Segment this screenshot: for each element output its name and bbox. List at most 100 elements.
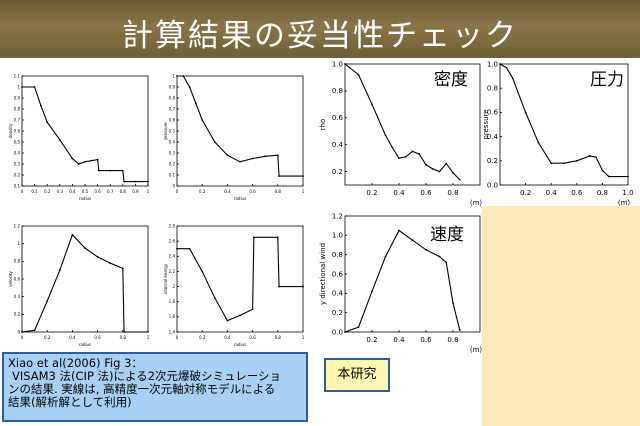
data-point (411, 150, 414, 153)
caption-line1: Xiao et al(2006) Fig 3： (8, 357, 143, 370)
x-tick-label: 0.4 (224, 335, 231, 340)
data-point (418, 153, 421, 155)
y-tick-label: 0.1 (169, 172, 176, 177)
y-axis-label: y directional wind (319, 243, 327, 305)
y-tick-label: 0.4 (14, 294, 21, 299)
x-tick-label: 0.6 (420, 189, 432, 197)
data-point (511, 77, 514, 80)
x-axis-label: radius (79, 196, 91, 201)
y-tick-label: 2.6 (169, 238, 176, 243)
x-tick-label: 0.6 (420, 336, 432, 344)
data-point (21, 86, 23, 88)
y-tick-label: 0.2 (14, 312, 21, 317)
data-point (264, 155, 267, 158)
data-point (21, 331, 23, 333)
y-axis-label: internal energy (163, 263, 168, 294)
content-strip (482, 58, 640, 206)
x-tick-label: 0.2 (44, 189, 51, 194)
data-point (302, 285, 304, 288)
x-tick-label: 1 (302, 335, 305, 340)
y-axis-label: pressure (482, 109, 490, 139)
data-point (278, 175, 280, 177)
x-axis-label: radius (79, 342, 91, 347)
x-tick-label: 0.2 (366, 336, 377, 344)
x-tick-label: 0.5 (82, 189, 89, 194)
y-tick-label: 0.6 (487, 109, 499, 117)
y-tick-label: 0.7 (14, 117, 21, 122)
y-tick-label: 1.8 (169, 299, 176, 304)
x-tick-label: 1.0 (622, 189, 633, 197)
y-tick-label: 1.4 (169, 329, 176, 334)
title-bar: 計算結果の妥当性チェック (0, 0, 640, 58)
y-tick-label: 1.0 (332, 60, 343, 68)
data-point (445, 261, 448, 264)
data-point (84, 247, 86, 249)
x-tick-label: 0.6 (94, 189, 101, 194)
data-point (302, 175, 304, 177)
x-tick-label: 0.6 (94, 335, 101, 340)
x-tick-label: 0.2 (366, 189, 377, 197)
data-point (276, 236, 279, 239)
data-point (134, 180, 137, 183)
y-tick-label: 0.6 (14, 128, 21, 133)
x-tick-label: 0.4 (69, 335, 76, 340)
data-point (404, 155, 407, 158)
data-point (524, 111, 527, 114)
y-tick-label: 0.6 (169, 117, 176, 122)
y-tick-label: 0.9 (169, 84, 176, 89)
data-point (391, 146, 394, 149)
y-tick-label: 0 (17, 329, 20, 334)
data-point (431, 167, 434, 170)
y-tick-label: 2.4 (169, 254, 176, 259)
y-tick-label: 0.8 (332, 251, 343, 259)
data-point (425, 248, 427, 251)
data-point (357, 73, 360, 76)
y-tick-label: 0.4 (487, 133, 499, 141)
data-point (505, 66, 508, 69)
data-point (452, 172, 454, 174)
y-axis-label: rho (319, 119, 327, 130)
y-tick-label: 2.2 (169, 269, 176, 274)
y-tick-label: 1 (172, 73, 175, 78)
x-tick-label: 0.8 (120, 189, 127, 194)
y-tick-label: 0.1 (14, 183, 21, 188)
y-tick-label: 0.0 (487, 181, 498, 189)
y-tick-label: 0.8 (169, 95, 176, 100)
y-tick-label: 0.2 (332, 168, 343, 176)
data-point (40, 104, 42, 107)
x-tick-label: 0.2 (199, 189, 206, 194)
data-point (550, 162, 553, 165)
y-tick-label: 0.8 (14, 259, 21, 264)
series-line (177, 236, 303, 322)
ref-pressure-plot: 0 0.2 0.4 0.6 0.8 1 0 0.1 0.2 0.3 0.4 0.5 0.6 0.7 0.8 0… (163, 73, 305, 201)
x-tick-label: 0.4 (393, 336, 405, 344)
x-axis-label: (m) (618, 199, 631, 207)
x-tick-label: 0.6 (571, 189, 583, 197)
result-velocity-plot: 0.2 0.4 0.6 0.8 0.0 0.2 0.4 0.6 0.8 1.0 1.2 (m) y di… (319, 212, 482, 354)
y-tick-label: 2.8 (169, 223, 176, 228)
y-tick-label: 0.2 (169, 161, 176, 166)
data-point (188, 247, 191, 250)
data-point (77, 163, 80, 165)
x-tick-label: 0.4 (69, 189, 76, 194)
data-point (595, 156, 597, 159)
data-point (201, 119, 204, 121)
data-point (201, 270, 204, 273)
x-tick-label: 1 (147, 335, 150, 340)
data-point (537, 141, 540, 144)
data-point (195, 102, 197, 105)
data-point (398, 229, 400, 232)
data-point (458, 178, 461, 181)
data-point (226, 154, 229, 157)
ref-density-plot: 0 0.1 0.2 0.3 0.4 0.5 0.6 0.7 0.8 0.9 10.10.20.30.… (8, 73, 150, 201)
y-tick-label: 0.8 (332, 87, 343, 95)
data-point (398, 157, 400, 160)
x-tick-label: 0.8 (447, 336, 458, 344)
data-point (123, 180, 125, 183)
y-tick-label: 0.3 (169, 150, 176, 155)
data-point (499, 63, 501, 65)
x-tick-label: 0.8 (597, 189, 608, 197)
plot-frame (176, 225, 304, 333)
x-tick-label: 0.1 (31, 189, 38, 194)
series-line (344, 229, 461, 333)
